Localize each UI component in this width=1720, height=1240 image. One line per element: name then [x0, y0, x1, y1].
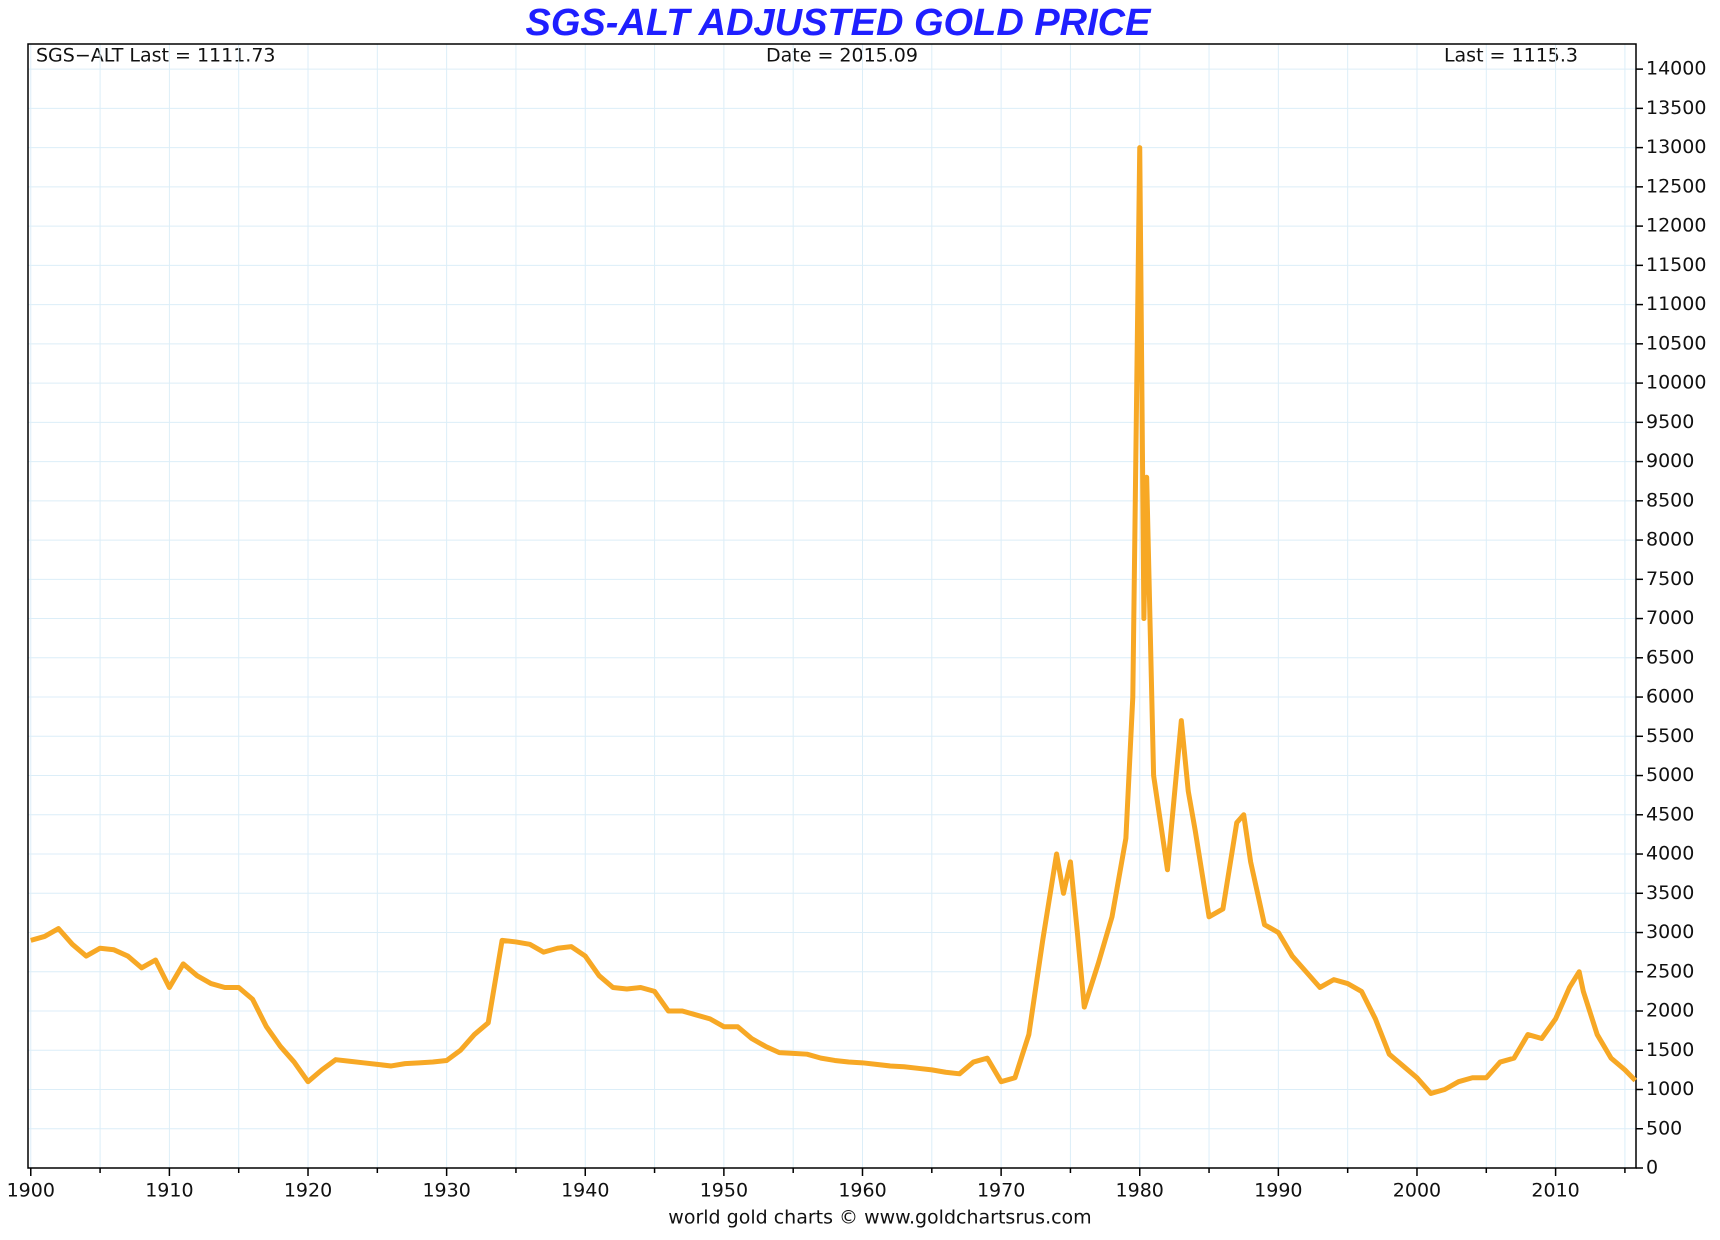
y-tick-label: 9000 — [1646, 450, 1694, 472]
plot-frame — [27, 43, 1637, 1169]
y-tick-label: 13000 — [1646, 136, 1706, 158]
y-tick-label: 7000 — [1646, 607, 1694, 629]
y-tick-label: 4500 — [1646, 803, 1694, 825]
series-line — [30, 145, 1638, 1096]
y-tick-label: 500 — [1646, 1117, 1682, 1139]
x-tick-label: 1970 — [977, 1180, 1025, 1202]
y-tick-label: 2500 — [1646, 960, 1694, 982]
y-tick-label: 12500 — [1646, 175, 1706, 197]
annotation: Date = 2015.09 — [766, 45, 918, 67]
grid — [28, 44, 1636, 1169]
x-tick-label: 1930 — [422, 1180, 470, 1202]
y-tick-label: 10500 — [1646, 332, 1706, 354]
x-tick-label: 1980 — [1116, 1180, 1164, 1202]
y-tick-label: 1500 — [1646, 1039, 1694, 1061]
y-tick-label: 5500 — [1646, 725, 1694, 747]
x-tick-label: 1920 — [284, 1180, 332, 1202]
y-tick-label: 0 — [1646, 1157, 1658, 1179]
x-tick-label: 1910 — [145, 1180, 193, 1202]
y-tick-label: 11500 — [1646, 254, 1706, 276]
y-tick-label: 8000 — [1646, 529, 1694, 551]
y-tick-label: 3000 — [1646, 921, 1694, 943]
annotation: SGS−ALT Last = 1111.73 — [36, 45, 276, 67]
x-tick-label: 1900 — [7, 1180, 55, 1202]
y-tick-label: 12000 — [1646, 215, 1706, 237]
y-tick-label: 6500 — [1646, 646, 1694, 668]
y-tick-label: 4000 — [1646, 843, 1694, 865]
y-tick-label: 14000 — [1646, 58, 1706, 80]
y-tick-label: 10000 — [1646, 372, 1706, 394]
chart-title: SGS-ALT ADJUSTED GOLD PRICE — [526, 2, 1153, 44]
x-tick-label: 2000 — [1393, 1180, 1441, 1202]
x-tick-label: 1960 — [838, 1180, 886, 1202]
annotation: Last = 1115.3 — [1444, 45, 1578, 67]
x-tick-label: 1940 — [561, 1180, 609, 1202]
y-tick-label: 8500 — [1646, 489, 1694, 511]
x-tick-label: 1990 — [1254, 1180, 1302, 1202]
y-tick-label: 1000 — [1646, 1078, 1694, 1100]
y-tick-label: 7500 — [1646, 568, 1694, 590]
y-tick-label: 6000 — [1646, 686, 1694, 708]
y-tick-label: 11000 — [1646, 293, 1706, 315]
y-tick-label: 5000 — [1646, 764, 1694, 786]
y-tick-label: 2000 — [1646, 1000, 1694, 1022]
x-tick-label: 1950 — [700, 1180, 748, 1202]
y-tick-label: 9500 — [1646, 411, 1694, 433]
y-tick-label: 3500 — [1646, 882, 1694, 904]
x-tick-label: 2010 — [1531, 1180, 1579, 1202]
y-tick-label: 13500 — [1646, 97, 1706, 119]
footer: world gold charts © www.goldchartsrus.co… — [668, 1207, 1091, 1229]
